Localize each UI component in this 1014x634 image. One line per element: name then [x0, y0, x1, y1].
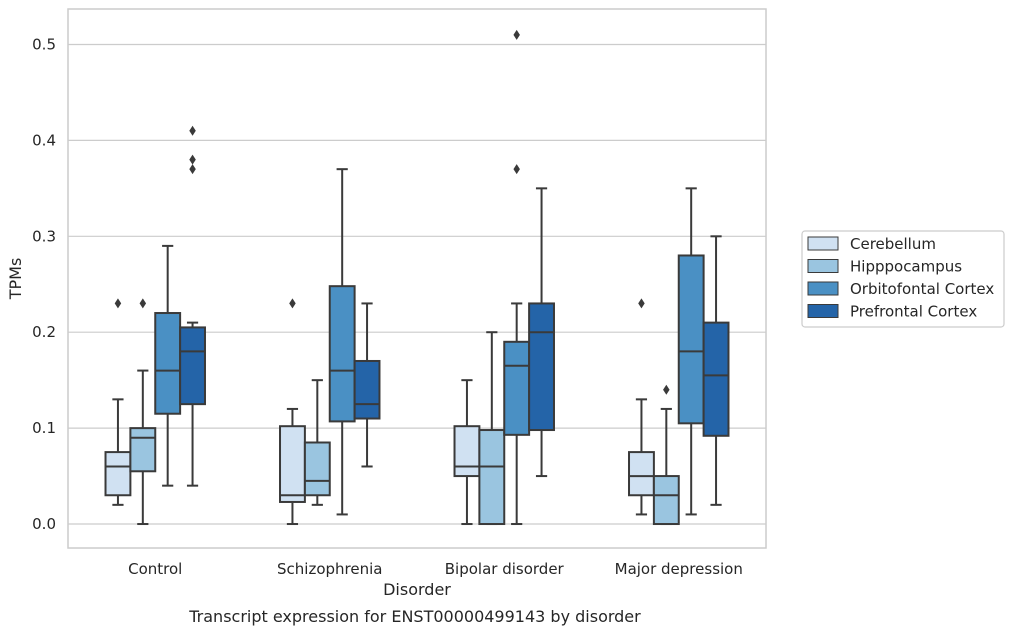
- legend-label: Prefrontal Cortex: [850, 303, 977, 321]
- y-axis-ticks: 0.0 0.1 0.2 0.3 0.4 0.5: [32, 35, 56, 533]
- box-prefrontal-cortex: [528, 187, 555, 478]
- outlier-point: [513, 29, 520, 40]
- y-tick-label: 0.1: [32, 419, 56, 437]
- plot-frame: [67, 8, 767, 549]
- box-iqr: [353, 359, 381, 420]
- box-iqr: [328, 285, 356, 423]
- legend-swatch: [807, 281, 839, 296]
- y-tick-label: 0.2: [32, 323, 56, 341]
- y-tick-label: 0.5: [32, 35, 56, 53]
- legend-swatch: [807, 304, 839, 318]
- x-tick-label: Schizophrenia: [277, 560, 382, 578]
- box-hipppocampus: [303, 379, 331, 506]
- x-tick-label: Major depression: [615, 560, 743, 578]
- box-orbitofontal-cortex: [503, 29, 531, 526]
- box-prefrontal-cortex: [353, 302, 381, 468]
- box-iqr: [154, 312, 182, 415]
- box-iqr: [628, 451, 655, 497]
- y-tick-label: 0.4: [32, 131, 56, 149]
- outlier-point: [139, 298, 147, 309]
- box-iqr: [279, 425, 306, 503]
- outlier-point: [189, 154, 196, 165]
- outlier-point: [513, 164, 520, 175]
- x-axis-ticks: Control Schizophrenia Bipolar disorder Majo…: [128, 560, 743, 578]
- outlier-point: [663, 384, 670, 395]
- outlier-point: [189, 164, 196, 175]
- box-iqr: [129, 427, 157, 473]
- outlier-point: [289, 298, 296, 309]
- box-orbitofontal-cortex: [154, 244, 182, 487]
- box-cerebellum: [104, 298, 132, 506]
- box-orbitofontal-cortex: [328, 168, 356, 516]
- box-iqr: [528, 302, 555, 432]
- box-iqr: [503, 340, 531, 436]
- box-prefrontal-cortex: [179, 125, 206, 487]
- outlier-point: [189, 125, 196, 136]
- legend-swatch: [807, 236, 839, 251]
- legend-swatch: [807, 259, 839, 273]
- box-iqr: [453, 425, 481, 478]
- legend-frame: [801, 230, 1005, 328]
- box-iqr: [652, 475, 680, 526]
- box-hipppocampus: [129, 298, 157, 526]
- box-orbitofontal-cortex: [677, 187, 705, 516]
- y-axis-label: TPMs: [6, 258, 25, 301]
- box-hipppocampus: [478, 331, 506, 526]
- x-tick-label: Bipolar disorder: [445, 560, 565, 578]
- box-iqr: [104, 451, 132, 497]
- x-axis-label: Disorder: [383, 580, 451, 599]
- box-iqr: [677, 254, 705, 425]
- box-iqr: [478, 429, 506, 526]
- y-tick-label: 0.0: [32, 515, 56, 533]
- x-tick-label: Control: [128, 560, 182, 578]
- box-prefrontal-cortex: [702, 235, 730, 506]
- box-groups: [104, 29, 730, 526]
- y-tick-label: 0.3: [32, 227, 56, 245]
- box-iqr: [303, 441, 331, 497]
- chart-caption: Transcript expression for ENST0000049914…: [188, 607, 641, 626]
- plot-area: [68, 9, 766, 548]
- legend-label: Cerebellum: [850, 235, 936, 253]
- box-hipppocampus: [652, 384, 680, 526]
- legend: Cerebellum Hipppocampus Orbitofontal Corte…: [801, 230, 1005, 328]
- box-cerebellum: [279, 298, 306, 526]
- legend-label: Hipppocampus: [850, 258, 962, 276]
- box-iqr: [179, 326, 206, 406]
- outlier-point: [114, 298, 122, 309]
- box-cerebellum: [628, 298, 655, 516]
- legend-label: Orbitofontal Cortex: [850, 280, 994, 298]
- outlier-point: [638, 298, 645, 309]
- box-iqr: [702, 321, 730, 437]
